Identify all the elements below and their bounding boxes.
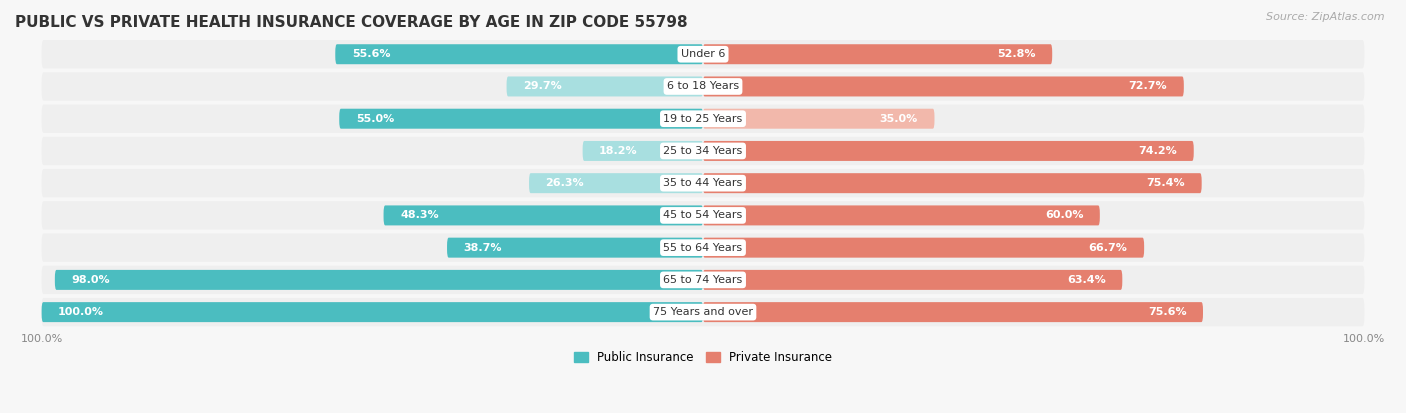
- FancyBboxPatch shape: [42, 72, 1364, 101]
- Text: 35.0%: 35.0%: [880, 114, 918, 124]
- FancyBboxPatch shape: [703, 205, 1099, 225]
- Text: 100.0%: 100.0%: [58, 307, 104, 317]
- FancyBboxPatch shape: [42, 169, 1364, 197]
- FancyBboxPatch shape: [703, 141, 1194, 161]
- FancyBboxPatch shape: [335, 44, 703, 64]
- Text: 18.2%: 18.2%: [599, 146, 638, 156]
- FancyBboxPatch shape: [582, 141, 703, 161]
- Text: 45 to 54 Years: 45 to 54 Years: [664, 210, 742, 221]
- Text: 38.7%: 38.7%: [464, 243, 502, 253]
- FancyBboxPatch shape: [703, 237, 1144, 258]
- FancyBboxPatch shape: [447, 237, 703, 258]
- Text: 48.3%: 48.3%: [401, 210, 439, 221]
- Text: 75.4%: 75.4%: [1146, 178, 1185, 188]
- Text: Source: ZipAtlas.com: Source: ZipAtlas.com: [1267, 12, 1385, 22]
- FancyBboxPatch shape: [42, 298, 1364, 326]
- FancyBboxPatch shape: [42, 137, 1364, 165]
- Text: 75 Years and over: 75 Years and over: [652, 307, 754, 317]
- Text: 25 to 34 Years: 25 to 34 Years: [664, 146, 742, 156]
- FancyBboxPatch shape: [506, 76, 703, 97]
- FancyBboxPatch shape: [42, 104, 1364, 133]
- Text: PUBLIC VS PRIVATE HEALTH INSURANCE COVERAGE BY AGE IN ZIP CODE 55798: PUBLIC VS PRIVATE HEALTH INSURANCE COVER…: [15, 15, 688, 30]
- FancyBboxPatch shape: [703, 173, 1202, 193]
- FancyBboxPatch shape: [42, 201, 1364, 230]
- FancyBboxPatch shape: [703, 76, 1184, 97]
- Text: 72.7%: 72.7%: [1129, 81, 1167, 91]
- FancyBboxPatch shape: [42, 233, 1364, 262]
- FancyBboxPatch shape: [42, 302, 703, 322]
- Text: 98.0%: 98.0%: [72, 275, 110, 285]
- FancyBboxPatch shape: [703, 109, 935, 129]
- Text: 19 to 25 Years: 19 to 25 Years: [664, 114, 742, 124]
- Text: 55.6%: 55.6%: [352, 49, 391, 59]
- FancyBboxPatch shape: [529, 173, 703, 193]
- Text: 74.2%: 74.2%: [1139, 146, 1177, 156]
- FancyBboxPatch shape: [384, 205, 703, 225]
- Text: 65 to 74 Years: 65 to 74 Years: [664, 275, 742, 285]
- Text: Under 6: Under 6: [681, 49, 725, 59]
- Text: 52.8%: 52.8%: [997, 49, 1036, 59]
- Text: 29.7%: 29.7%: [523, 81, 562, 91]
- Text: 75.6%: 75.6%: [1147, 307, 1187, 317]
- Legend: Public Insurance, Private Insurance: Public Insurance, Private Insurance: [569, 347, 837, 369]
- Text: 6 to 18 Years: 6 to 18 Years: [666, 81, 740, 91]
- Text: 55 to 64 Years: 55 to 64 Years: [664, 243, 742, 253]
- FancyBboxPatch shape: [42, 266, 1364, 294]
- FancyBboxPatch shape: [42, 40, 1364, 69]
- Text: 63.4%: 63.4%: [1067, 275, 1105, 285]
- FancyBboxPatch shape: [703, 270, 1122, 290]
- FancyBboxPatch shape: [703, 44, 1052, 64]
- FancyBboxPatch shape: [339, 109, 703, 129]
- Text: 55.0%: 55.0%: [356, 114, 394, 124]
- FancyBboxPatch shape: [55, 270, 703, 290]
- Text: 35 to 44 Years: 35 to 44 Years: [664, 178, 742, 188]
- Text: 66.7%: 66.7%: [1088, 243, 1128, 253]
- Text: 26.3%: 26.3%: [546, 178, 585, 188]
- Text: 60.0%: 60.0%: [1045, 210, 1083, 221]
- FancyBboxPatch shape: [703, 302, 1204, 322]
